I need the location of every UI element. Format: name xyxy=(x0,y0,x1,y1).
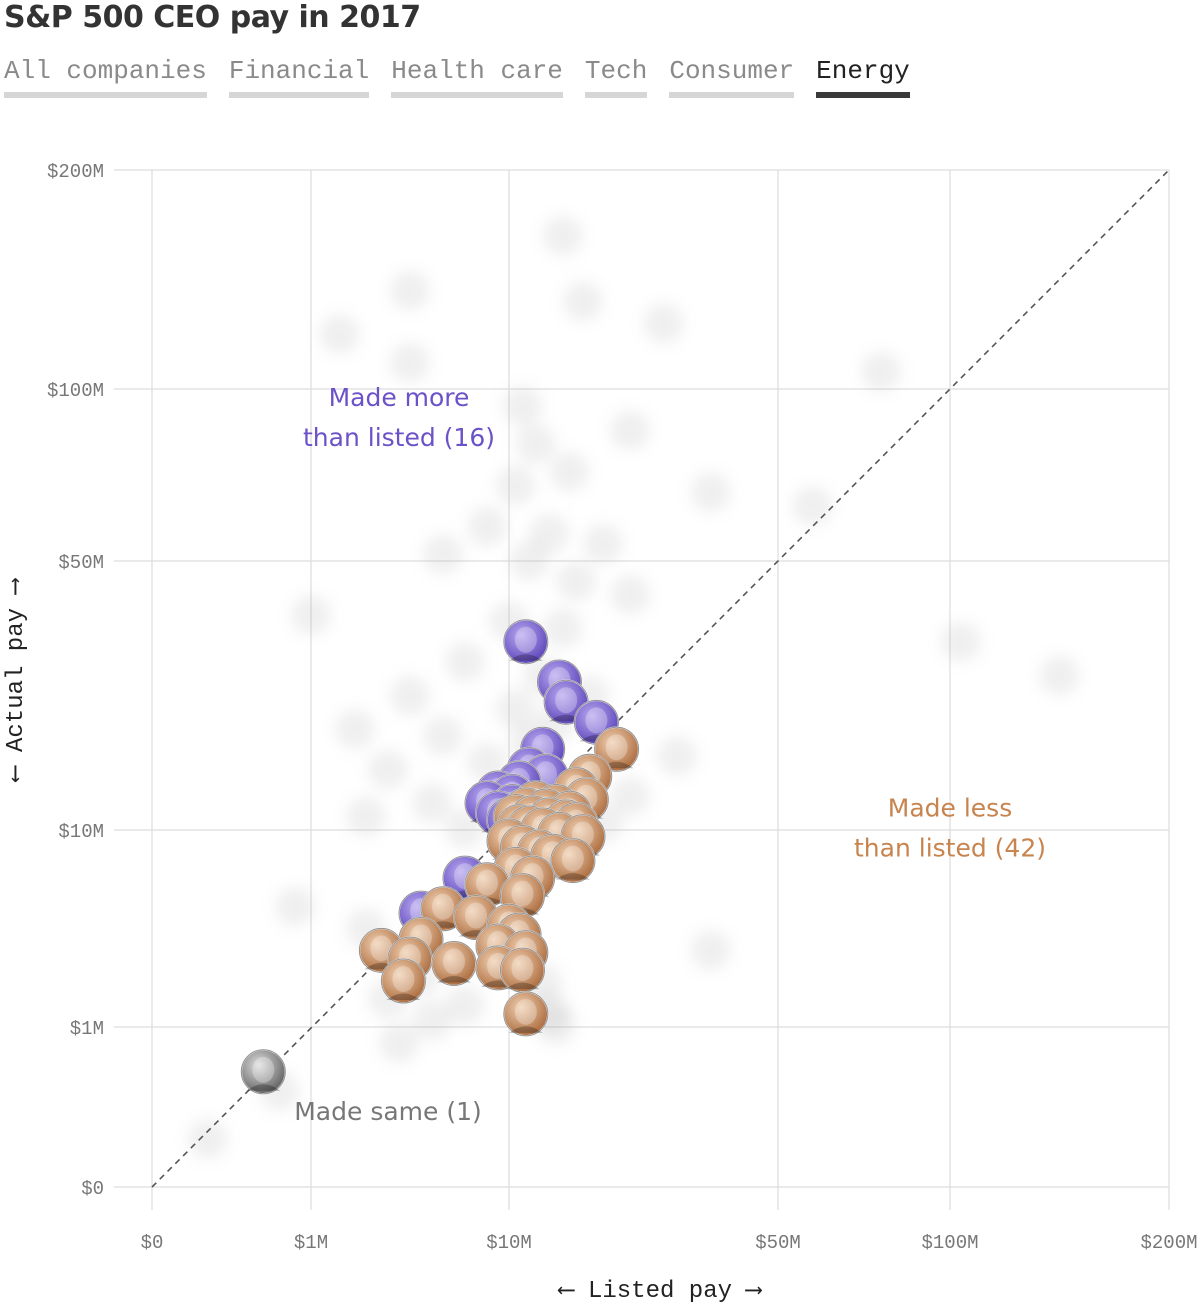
x-tick-label: $10M xyxy=(486,1232,532,1254)
background-point xyxy=(368,749,408,790)
background-point xyxy=(319,314,360,355)
background-point xyxy=(379,1023,419,1063)
tab-energy[interactable]: Energy xyxy=(816,56,910,98)
background-point xyxy=(583,523,624,564)
x-axis-title: ⟵ Listed pay ⟶ xyxy=(557,1278,762,1305)
background-point xyxy=(346,796,386,837)
background-point xyxy=(291,594,331,635)
axis-ticks: $0 $1M $10M $50M $100M $200M $0 $1M $10M $50M $100… xyxy=(47,161,1198,1254)
ceo-point-less[interactable] xyxy=(431,940,477,987)
ceo-point-less[interactable] xyxy=(503,991,549,1037)
background-point xyxy=(792,485,833,526)
y-tick-label: $50M xyxy=(58,552,104,574)
x-tick-label: $1M xyxy=(294,1232,328,1254)
background-point xyxy=(187,1119,228,1159)
ceo-point-less[interactable] xyxy=(380,958,427,1004)
background-point xyxy=(515,424,556,465)
background-point xyxy=(423,534,463,575)
background-point xyxy=(556,561,597,602)
tab-tech[interactable]: Tech xyxy=(584,56,648,98)
background-point xyxy=(412,1000,452,1041)
tab-all-companies[interactable]: All companies xyxy=(4,56,207,98)
annotations: Made more than listed (16) Made less than l… xyxy=(294,383,1046,1126)
equal-pay-line xyxy=(151,169,1170,1188)
y-tick-label: $10M xyxy=(58,821,104,843)
background-point xyxy=(562,281,603,322)
x-tick-label: $0 xyxy=(141,1232,164,1254)
ceo-points xyxy=(240,618,640,1095)
ceo-point-more[interactable] xyxy=(503,618,549,665)
ceo-point-less[interactable] xyxy=(499,947,546,993)
background-point xyxy=(610,574,651,615)
background-point xyxy=(445,985,485,1026)
x-tick-label: $50M xyxy=(755,1232,801,1254)
background-point xyxy=(861,351,902,392)
background-point xyxy=(1039,655,1080,696)
y-tick-label: $0 xyxy=(81,1178,104,1200)
ceo-point-less[interactable] xyxy=(550,837,596,884)
sector-tabs: All companies Financial Health care Tech… xyxy=(4,56,910,98)
x-tick-label: $200M xyxy=(1140,1232,1197,1254)
background-point xyxy=(423,715,463,756)
background-point xyxy=(542,608,583,649)
background-point xyxy=(529,513,570,554)
background-point xyxy=(549,451,590,492)
y-tick-label: $200M xyxy=(47,161,104,183)
background-point xyxy=(610,410,651,451)
tab-health-care[interactable]: Health care xyxy=(391,56,563,98)
tab-financial[interactable]: Financial xyxy=(228,56,370,98)
background-point xyxy=(657,736,698,777)
background-point xyxy=(643,303,684,344)
tab-consumer[interactable]: Consumer xyxy=(669,56,795,98)
x-tick-label: $100M xyxy=(921,1232,978,1254)
background-point xyxy=(495,465,536,506)
background-point xyxy=(390,675,430,716)
background-point xyxy=(940,621,981,662)
background-point xyxy=(495,688,536,729)
background-point xyxy=(542,215,583,256)
annotation-same: Made same (1) xyxy=(294,1097,482,1126)
background-points xyxy=(187,215,1080,1159)
background-point xyxy=(335,709,375,750)
ceo-point-same[interactable] xyxy=(240,1049,287,1095)
background-point xyxy=(690,930,731,971)
background-point xyxy=(412,783,452,824)
grid-lines xyxy=(114,169,1170,1210)
background-point xyxy=(610,776,651,817)
background-point xyxy=(390,342,430,383)
annotation-less: Made less than listed (42) xyxy=(854,794,1046,863)
page-title: S&P 500 CEO pay in 2017 xyxy=(4,0,421,35)
y-axis-title: ⟵ Actual pay ⟶ xyxy=(3,578,30,783)
background-point xyxy=(690,472,731,513)
y-tick-label: $100M xyxy=(47,380,104,402)
annotation-more: Made more than listed (16) xyxy=(303,383,495,452)
background-point xyxy=(275,886,316,927)
background-point xyxy=(390,270,430,311)
y-tick-label: $1M xyxy=(70,1018,104,1040)
background-point xyxy=(445,641,485,682)
background-point xyxy=(502,386,543,427)
background-point xyxy=(509,541,550,581)
background-point xyxy=(467,506,507,547)
